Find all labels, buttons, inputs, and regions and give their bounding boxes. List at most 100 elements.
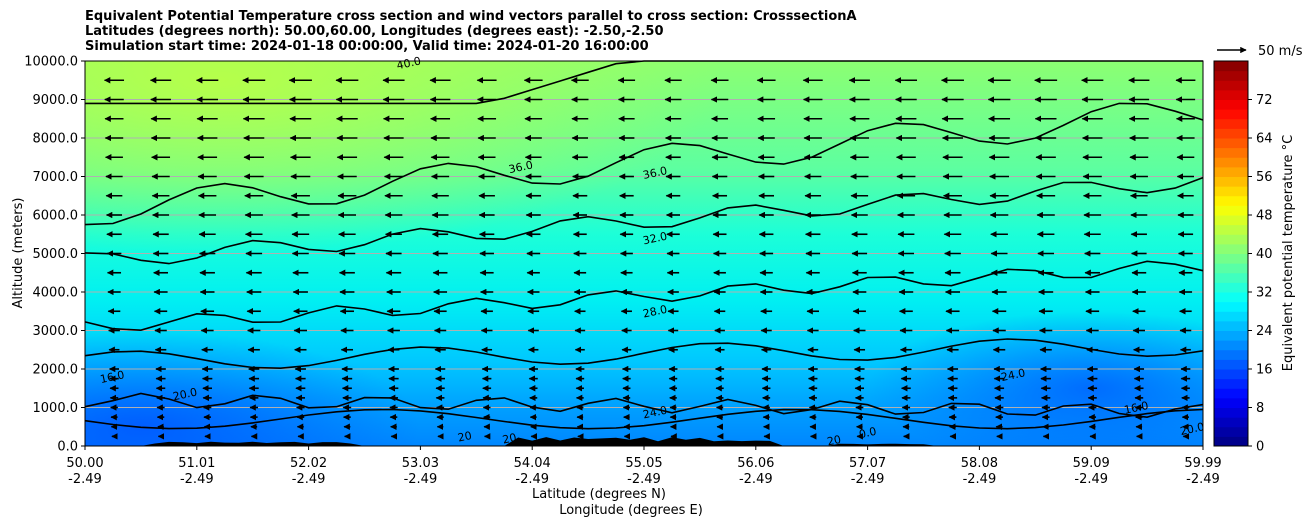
colorbar-tick-label: 56 bbox=[1256, 170, 1273, 185]
colorbar-band bbox=[1214, 340, 1248, 351]
x-tick-label-latitude: 53.03 bbox=[402, 456, 439, 471]
colorbar: 0 8 16 24 32 40 48 56 64 72 bbox=[1213, 60, 1273, 455]
contour-label: 36.0 bbox=[642, 164, 669, 182]
contour-line-36 bbox=[84, 102, 1204, 226]
colorbar-tick-label: 24 bbox=[1256, 324, 1273, 339]
x-tick-label-latitude: 58.08 bbox=[961, 456, 998, 471]
x-tick-label-longitude: -2.49 bbox=[180, 472, 214, 487]
contour-label: 20 bbox=[501, 431, 517, 447]
x-axis-title-latitude: Latitude (degrees N) bbox=[532, 487, 666, 502]
x-tick-label-latitude: 54.04 bbox=[514, 456, 551, 471]
colorbar-tick-label: 16 bbox=[1256, 363, 1273, 378]
colorbar-band bbox=[1214, 224, 1248, 235]
colorbar-band bbox=[1214, 417, 1248, 428]
colorbar-band bbox=[1214, 426, 1248, 437]
colorbar-band bbox=[1214, 70, 1248, 81]
y-tick-label: 6000.0 bbox=[33, 209, 79, 224]
y-axis: 0.0 1000.0 2000.0 3000.0 4000.0 5000.0 6000.0 7… bbox=[24, 55, 85, 455]
y-axis-title: Altitude (meters) bbox=[11, 198, 26, 309]
y-tick-label: 0.0 bbox=[57, 440, 78, 455]
y-tick-label: 10000.0 bbox=[24, 55, 78, 70]
colorbar-band bbox=[1214, 253, 1248, 264]
wind-vectors bbox=[103, 77, 1196, 440]
contour-line-28 bbox=[84, 260, 1204, 332]
contour-label: 20.0 bbox=[172, 386, 199, 404]
colorbar-tick-label: 40 bbox=[1256, 247, 1273, 262]
contour-label: 32.0 bbox=[642, 230, 669, 248]
y-tick-label: 2000.0 bbox=[33, 363, 79, 378]
contour-label: 20 bbox=[457, 429, 473, 445]
horizontal-gridlines bbox=[85, 99, 1203, 408]
colorbar-band bbox=[1214, 157, 1248, 168]
colorbar-band bbox=[1214, 397, 1248, 408]
contour-label: 0.0 bbox=[858, 425, 878, 441]
colorbar-band bbox=[1214, 359, 1248, 370]
chart-title-line-1: Equivalent Potential Temperature cross s… bbox=[85, 9, 857, 24]
colorbar-band bbox=[1214, 311, 1248, 322]
colorbar-band bbox=[1214, 301, 1248, 312]
colorbar-band bbox=[1214, 369, 1248, 380]
colorbar-band bbox=[1214, 176, 1248, 187]
chart-title-line-2: Latitudes (degrees north): 50.00,60.00, … bbox=[85, 24, 664, 39]
contour-label: 24.0 bbox=[642, 404, 669, 422]
x-tick-label-longitude: -2.49 bbox=[515, 472, 549, 487]
contour-label: 20.0 bbox=[1179, 420, 1206, 438]
x-tick-label-longitude: -2.49 bbox=[851, 472, 885, 487]
colorbar-band bbox=[1214, 195, 1248, 206]
colorbar-band bbox=[1214, 80, 1248, 91]
colorbar-band bbox=[1214, 109, 1248, 120]
x-tick-label-latitude: 57.07 bbox=[849, 456, 886, 471]
colorbar-label: Equivalent potential temperature °C bbox=[1281, 135, 1296, 371]
x-tick-label-latitude: 59.99 bbox=[1184, 456, 1221, 471]
x-tick-label-longitude: -2.49 bbox=[1074, 472, 1108, 487]
y-tick-label: 9000.0 bbox=[33, 93, 79, 108]
contour-label: 16.0 bbox=[99, 368, 126, 386]
x-tick-label-latitude: 51.01 bbox=[178, 456, 215, 471]
contour-line-24 bbox=[84, 338, 1204, 370]
colorbar-band bbox=[1214, 166, 1248, 177]
y-tick-label: 3000.0 bbox=[33, 324, 79, 339]
x-tick-label-latitude: 50.00 bbox=[66, 456, 103, 471]
y-tick-label: 1000.0 bbox=[33, 401, 79, 416]
colorbar-band bbox=[1214, 407, 1248, 418]
colorbar-band bbox=[1214, 61, 1248, 72]
colorbar-band bbox=[1214, 118, 1248, 129]
colorbar-band bbox=[1214, 186, 1248, 197]
contour-labels: 36.0 36.0 32.0 28.0 24.0 24.0 16.0 20.0 16.0 20.0… bbox=[99, 54, 1206, 448]
wind-reference-key: 50 m/s bbox=[1217, 44, 1303, 59]
colorbar-band bbox=[1214, 205, 1248, 216]
colorbar-band bbox=[1214, 263, 1248, 274]
contour-label: 28.0 bbox=[642, 303, 669, 321]
colorbar-band bbox=[1214, 147, 1248, 158]
colorbar-band bbox=[1214, 378, 1248, 389]
colorbar-band bbox=[1214, 436, 1248, 447]
colorbar-tick-label: 8 bbox=[1256, 401, 1264, 416]
colorbar-band bbox=[1214, 215, 1248, 226]
y-tick-label: 8000.0 bbox=[33, 132, 79, 147]
colorbar-tick-label: 32 bbox=[1256, 286, 1273, 301]
plot-area: 36.0 36.0 32.0 28.0 24.0 24.0 16.0 20.0 16.0 20.0… bbox=[84, 54, 1206, 448]
x-tick-label-latitude: 59.09 bbox=[1073, 456, 1110, 471]
colorbar-tick-label: 48 bbox=[1256, 209, 1273, 224]
contour-label: 40.0 bbox=[395, 54, 422, 72]
x-tick-label-latitude: 55.05 bbox=[625, 456, 662, 471]
colorbar-band bbox=[1214, 349, 1248, 360]
x-tick-label-longitude: -2.49 bbox=[1186, 472, 1220, 487]
wind-reference-label: 50 m/s bbox=[1258, 44, 1303, 59]
colorbar-band bbox=[1214, 89, 1248, 100]
x-tick-label-longitude: -2.49 bbox=[68, 472, 102, 487]
colorbar-tick-label: 64 bbox=[1256, 132, 1273, 147]
colorbar-band bbox=[1214, 243, 1248, 254]
colorbar-band bbox=[1214, 388, 1248, 399]
y-tick-label: 5000.0 bbox=[33, 247, 79, 262]
terrain-fill bbox=[85, 437, 1203, 446]
colorbar-band bbox=[1214, 272, 1248, 283]
colorbar-band bbox=[1214, 138, 1248, 149]
x-tick-label-longitude: -2.49 bbox=[292, 472, 326, 487]
colorbar-band bbox=[1214, 282, 1248, 293]
terrain-profile bbox=[85, 437, 1203, 446]
colorbar-band bbox=[1214, 128, 1248, 139]
colorbar-band bbox=[1214, 330, 1248, 341]
colorbar-tick-label: 0 bbox=[1256, 440, 1264, 455]
contour-line-32 bbox=[84, 176, 1204, 265]
